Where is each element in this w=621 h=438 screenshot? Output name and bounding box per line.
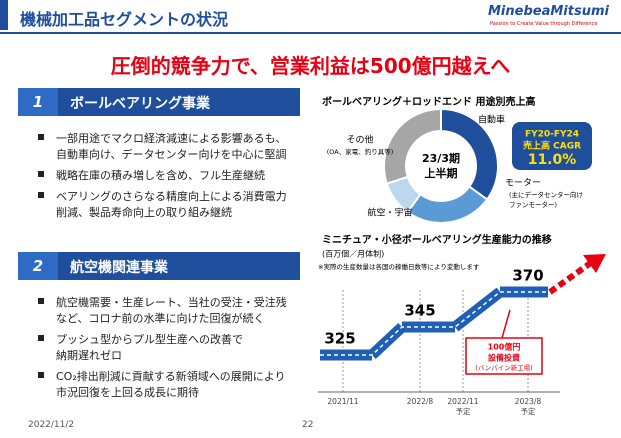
value-label: 325: [324, 330, 355, 348]
x-note: 予定: [456, 406, 471, 416]
rule: [0, 32, 621, 34]
bullet-mark: [38, 171, 44, 177]
accent: [0, 0, 8, 30]
donut-label: その他: [346, 134, 373, 146]
tagline: Passion to Create Value through Differen…: [490, 21, 598, 27]
donut-center: 23/3期: [422, 151, 460, 165]
callout-text: (バンパイン新工場): [475, 363, 532, 372]
bullet-text: 削減、製品寿命向上の取り組み継続: [56, 206, 232, 219]
donut-title: ボールベアリング＋ロッドエンド 用途別売上高: [322, 95, 535, 108]
capacity-note: ※実際の生産数量は各国の稼働日数等により変動します: [318, 262, 480, 271]
bullet-text: 戦略在庫の積み増しを含め、フル生産継続: [56, 169, 265, 182]
donut-sublabel: (主にデータセンター向け: [509, 190, 583, 199]
trend-arrow: [548, 259, 594, 295]
bullet-text: 一部用途でマクロ経済減速による影響あるも、: [56, 132, 287, 145]
section-band: [18, 252, 300, 280]
badge: [512, 122, 592, 170]
x-label: 2022/11: [447, 397, 478, 406]
value-label: 345: [404, 302, 435, 320]
bullet-mark: [38, 372, 44, 378]
bullet-mark: [38, 192, 44, 198]
x-label: 2021/11: [327, 397, 358, 406]
section-title: 航空機関連事業: [70, 260, 168, 276]
capacity-title: ミニチュア・小径ボールベアリング生産能力の推移: [322, 233, 552, 246]
x-label: 2022/8: [407, 397, 434, 406]
donut-center: 上半期: [425, 166, 458, 180]
donut-sublabel: ファンモーター): [509, 200, 557, 209]
x-label: 2023/8: [515, 397, 542, 406]
donut-sublabel: (OA、家電、釣り具等): [327, 147, 394, 156]
callout-line: [501, 309, 511, 339]
section-title: ボールベアリング事業: [70, 96, 210, 112]
badge-text: FY20-FY24: [525, 130, 579, 140]
logo: MinebeaMitsumi: [488, 4, 609, 19]
bullet-text: 航空機需要・生産レート、当社の受注・受注残: [56, 296, 287, 309]
footer-date: 2022/11/2: [28, 420, 75, 430]
section-number: 2: [32, 257, 44, 275]
section-band: [18, 88, 300, 116]
bullet-mark: [38, 134, 44, 140]
bullet-mark: [38, 335, 44, 341]
bullet-text: 納期遅れゼロ: [56, 349, 122, 362]
capacity-unit: (百万個／月体制): [322, 249, 384, 259]
donut-segment: [383, 107, 442, 185]
donut-label: モーター: [505, 178, 541, 189]
step-center: [320, 291, 548, 356]
title: 機械加工品セグメントの状況: [20, 10, 229, 29]
bullet-text: CO₂排出削減に貢献する新領域への展開により: [56, 370, 286, 383]
section-number: 1: [32, 93, 44, 111]
bullet-mark: [38, 298, 44, 304]
bullet-text: ベアリングのさらなる精度向上による消費電力: [56, 190, 287, 203]
donut-label: 自動車: [478, 114, 505, 126]
bullet-text: 市況回復を上回る成長に期待: [56, 386, 199, 399]
page-number: 22: [302, 420, 314, 430]
donut-segment: [406, 185, 489, 224]
badge-text: 11.0%: [528, 152, 577, 168]
badge-text: 売上高 CAGR: [523, 140, 581, 152]
callout-text: 100億円: [488, 342, 521, 352]
section-number-box: [18, 88, 58, 116]
bullet-text: 自動車向け、データセンター向けを中心に堅調: [56, 148, 287, 161]
section-number-box: [18, 252, 58, 280]
callout-box: [465, 337, 543, 375]
trend-head: [583, 254, 606, 273]
value-label: 370: [512, 267, 543, 285]
donut-label: 航空・宇宙: [367, 207, 412, 219]
callout-text: 設備投資: [488, 353, 520, 363]
bullet-text: プッシュ型からプル型生産への改善で: [56, 333, 243, 346]
x-note: 予定: [521, 406, 536, 416]
headline: 圧倒的競争力で、営業利益は500億円越えへ: [110, 54, 511, 78]
bullet-text: など、コロナ前の水準に向けた回復が続く: [56, 312, 265, 325]
